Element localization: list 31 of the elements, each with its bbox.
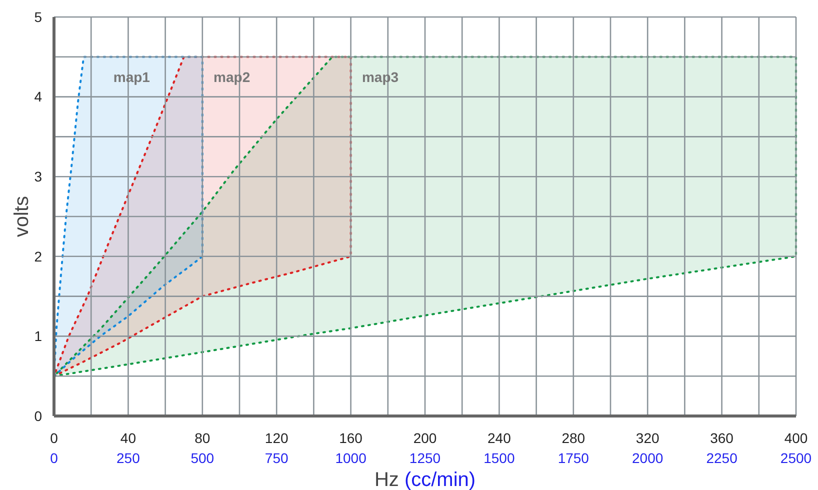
x-tick-label: 160 xyxy=(339,430,363,446)
y-tick-label: 0 xyxy=(34,408,42,424)
x2-tick-label: 2000 xyxy=(632,450,664,466)
x2-tick-label: 500 xyxy=(190,450,214,466)
x-tick-label: 240 xyxy=(488,430,512,446)
y-axis-title: volts xyxy=(11,196,33,238)
x-tick-label: 80 xyxy=(194,430,210,446)
x-tick-label: 400 xyxy=(784,430,808,446)
y-tick-label: 5 xyxy=(34,8,42,25)
x2-tick-label: 1250 xyxy=(409,450,441,466)
y-tick-label: 1 xyxy=(34,328,42,344)
x2-tick-label: 0 xyxy=(50,450,58,466)
x-tick-label: 320 xyxy=(636,430,660,446)
y-tick-label: 4 xyxy=(34,88,42,105)
x-tick-label: 360 xyxy=(710,430,734,446)
x-tick-label: 200 xyxy=(413,430,437,446)
x-tick-label: 280 xyxy=(562,430,586,446)
y-tick-label: 2 xyxy=(34,248,42,264)
y-tick-label: 3 xyxy=(34,168,42,184)
x-tick-label: 120 xyxy=(264,430,288,446)
x2-axis-title: (cc/min) xyxy=(398,469,476,490)
x-tick-label: 40 xyxy=(120,430,136,446)
x-tick-label: 0 xyxy=(50,430,58,446)
x2-tick-label: 250 xyxy=(116,450,140,466)
x2-tick-label: 1000 xyxy=(335,450,367,466)
x2-tick-label: 2500 xyxy=(780,450,812,466)
x2-tick-label: 750 xyxy=(264,450,288,466)
x2-tick-label: 1750 xyxy=(558,450,590,466)
x2-tick-label: 2250 xyxy=(706,450,738,466)
x-axis-title: Hz xyxy=(374,469,399,490)
x2-tick-label: 1500 xyxy=(484,450,515,466)
